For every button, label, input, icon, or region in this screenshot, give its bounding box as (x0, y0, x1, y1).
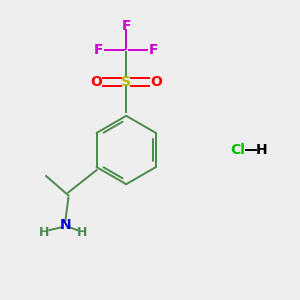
Text: O: O (150, 75, 162, 88)
Text: F: F (122, 19, 131, 33)
Text: F: F (94, 44, 104, 57)
Text: Cl: Cl (230, 143, 245, 157)
Text: F: F (149, 44, 158, 57)
Text: H: H (76, 226, 87, 239)
Text: N: N (60, 218, 71, 232)
Text: H: H (39, 226, 49, 239)
Text: H: H (256, 143, 267, 157)
Text: S: S (121, 75, 131, 88)
Text: O: O (91, 75, 102, 88)
